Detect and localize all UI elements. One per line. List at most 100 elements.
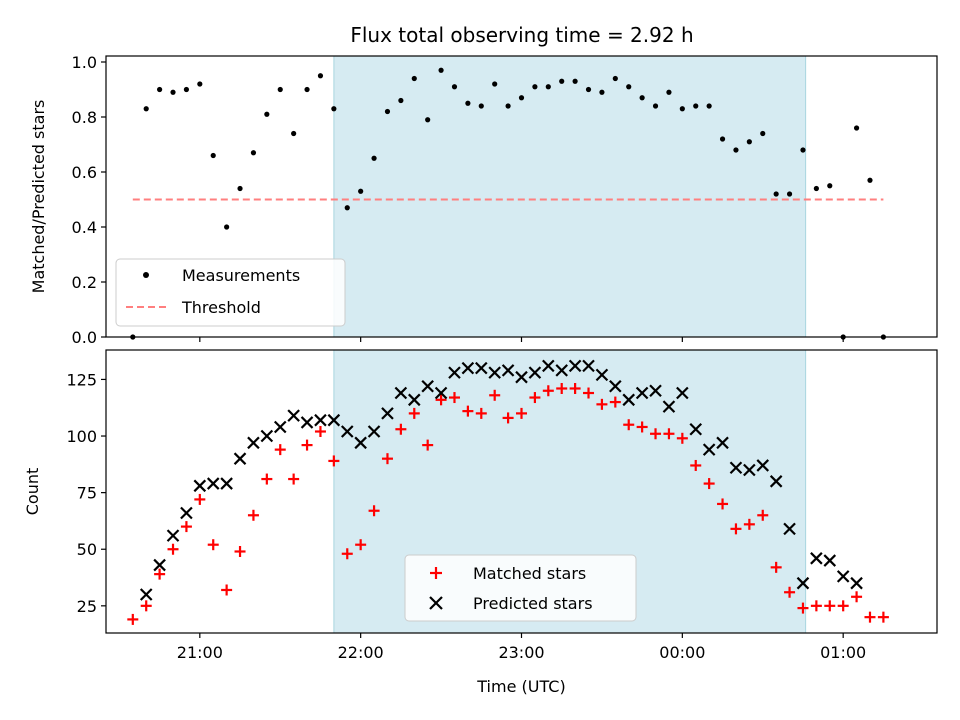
predicted-star-point <box>340 425 354 438</box>
predicted-star-point <box>233 452 247 465</box>
predicted-star-point <box>756 459 770 472</box>
matched-star-point <box>623 419 635 431</box>
measurement-point <box>344 205 350 211</box>
predicted-star-point <box>461 361 475 375</box>
count-x-tick-label: 00:00 <box>659 643 705 662</box>
matched-star-point <box>556 382 568 394</box>
matched-star-point <box>154 568 166 580</box>
measurement-point <box>773 191 779 197</box>
matched-star-point <box>448 392 460 404</box>
predicted-star-point <box>783 522 796 536</box>
predicted-star-point <box>622 393 636 407</box>
ratio-y-ticks: 0.0 0.2 0.4 0.6 0.8 1.0 <box>72 53 106 347</box>
matched-star-point <box>140 600 152 612</box>
measurement-point <box>170 89 176 95</box>
predicted-star-point <box>247 436 260 450</box>
matched-star-point <box>770 561 782 573</box>
time-x-axis-label: Time (UTC) <box>476 677 565 696</box>
measurements-legend-marker <box>143 272 149 278</box>
matched-star-point <box>743 518 755 530</box>
ratio-legend: Measurements Threshold <box>115 258 346 327</box>
ratio-y-tick-label: 0.4 <box>72 218 97 237</box>
matched-star-point <box>650 428 662 440</box>
predicted-star-point <box>769 475 783 488</box>
predicted-star-point <box>501 364 515 377</box>
count-y-tick-label: 50 <box>77 540 97 559</box>
measurement-point <box>358 188 364 194</box>
predicted-star-point <box>314 413 327 427</box>
predicted-star-point <box>649 384 662 398</box>
measurement-point <box>291 130 297 137</box>
predicted-star-point <box>206 477 220 490</box>
measurement-point <box>612 75 618 82</box>
measurement-point <box>786 191 793 197</box>
count-x-tick-label: 23:00 <box>498 643 544 662</box>
matched-stars-points <box>127 382 889 625</box>
measurement-points <box>130 67 886 340</box>
matched-star-point <box>516 407 527 419</box>
predicted-star-point <box>260 429 274 443</box>
count-legend-box <box>404 554 637 622</box>
matched-star-point <box>583 387 595 399</box>
predicted-stars-points <box>139 359 863 601</box>
measurement-point <box>277 86 283 93</box>
matched-star-point <box>301 439 313 451</box>
predicted-star-point <box>662 400 676 413</box>
matched-star-point <box>569 382 581 394</box>
predicted-star-point <box>354 436 367 450</box>
predicted-star-point <box>273 420 287 434</box>
ratio-legend-box <box>115 258 346 327</box>
predicted-star-point <box>193 479 207 493</box>
predicted-star-point <box>635 386 649 400</box>
measurement-point <box>706 103 712 109</box>
measurement-point <box>827 183 833 189</box>
ratio-y-tick-label: 0.6 <box>72 163 97 182</box>
matched-star-point <box>596 398 608 410</box>
predicted-star-point <box>515 370 528 384</box>
measurement-point <box>679 106 685 112</box>
measurement-point <box>478 103 484 109</box>
matched-star-point <box>489 389 501 401</box>
measurement-point <box>518 95 525 101</box>
count-y-tick-label: 125 <box>66 370 97 389</box>
predicted-star-point <box>555 364 568 377</box>
predicted-star-point <box>327 413 341 427</box>
count-plot-frame <box>105 349 938 634</box>
predicted-star-point <box>153 558 166 572</box>
measurement-point <box>264 111 270 117</box>
matched-star-point <box>422 439 434 451</box>
predicted-star-point <box>542 359 555 373</box>
predicted-star-point <box>381 407 394 420</box>
matched-star-point <box>207 539 219 551</box>
predicted-star-point <box>850 576 863 590</box>
measurement-point <box>398 97 404 104</box>
count-x-tick-label: 22:00 <box>338 643 384 662</box>
measurement-point <box>425 117 431 123</box>
matched-star-point <box>784 586 796 598</box>
predicted-star-point <box>689 422 703 436</box>
matched-star-point <box>194 493 206 505</box>
matched-stars-legend-marker <box>430 567 442 579</box>
predicted-star-point <box>810 552 823 565</box>
measurement-point <box>585 86 592 93</box>
predicted-star-point <box>528 366 542 379</box>
matched-star-point <box>247 509 259 521</box>
predicted-star-point <box>180 506 193 520</box>
measurement-point <box>626 84 632 90</box>
measurement-point <box>800 147 806 153</box>
measurement-point <box>639 95 645 101</box>
predicted-star-point <box>676 386 689 400</box>
measurement-point <box>652 103 659 109</box>
matched-star-point <box>676 432 688 444</box>
matched-star-point <box>757 509 769 521</box>
ratio-panel: 0.0 0.2 0.4 0.6 0.8 1.0 Matched/Predicted sta… <box>29 53 938 347</box>
ratio-y-axis-label: Matched/Predicted stars <box>29 100 48 294</box>
measurement-point <box>693 103 699 109</box>
predicted-star-point <box>716 436 729 450</box>
matched-star-point <box>328 455 340 467</box>
measurement-point <box>411 75 417 82</box>
measurement-point <box>532 84 538 90</box>
observing-window-span-top <box>333 55 807 338</box>
predicted-star-point <box>595 368 609 382</box>
ratio-y-tick-label: 0.2 <box>72 273 97 292</box>
